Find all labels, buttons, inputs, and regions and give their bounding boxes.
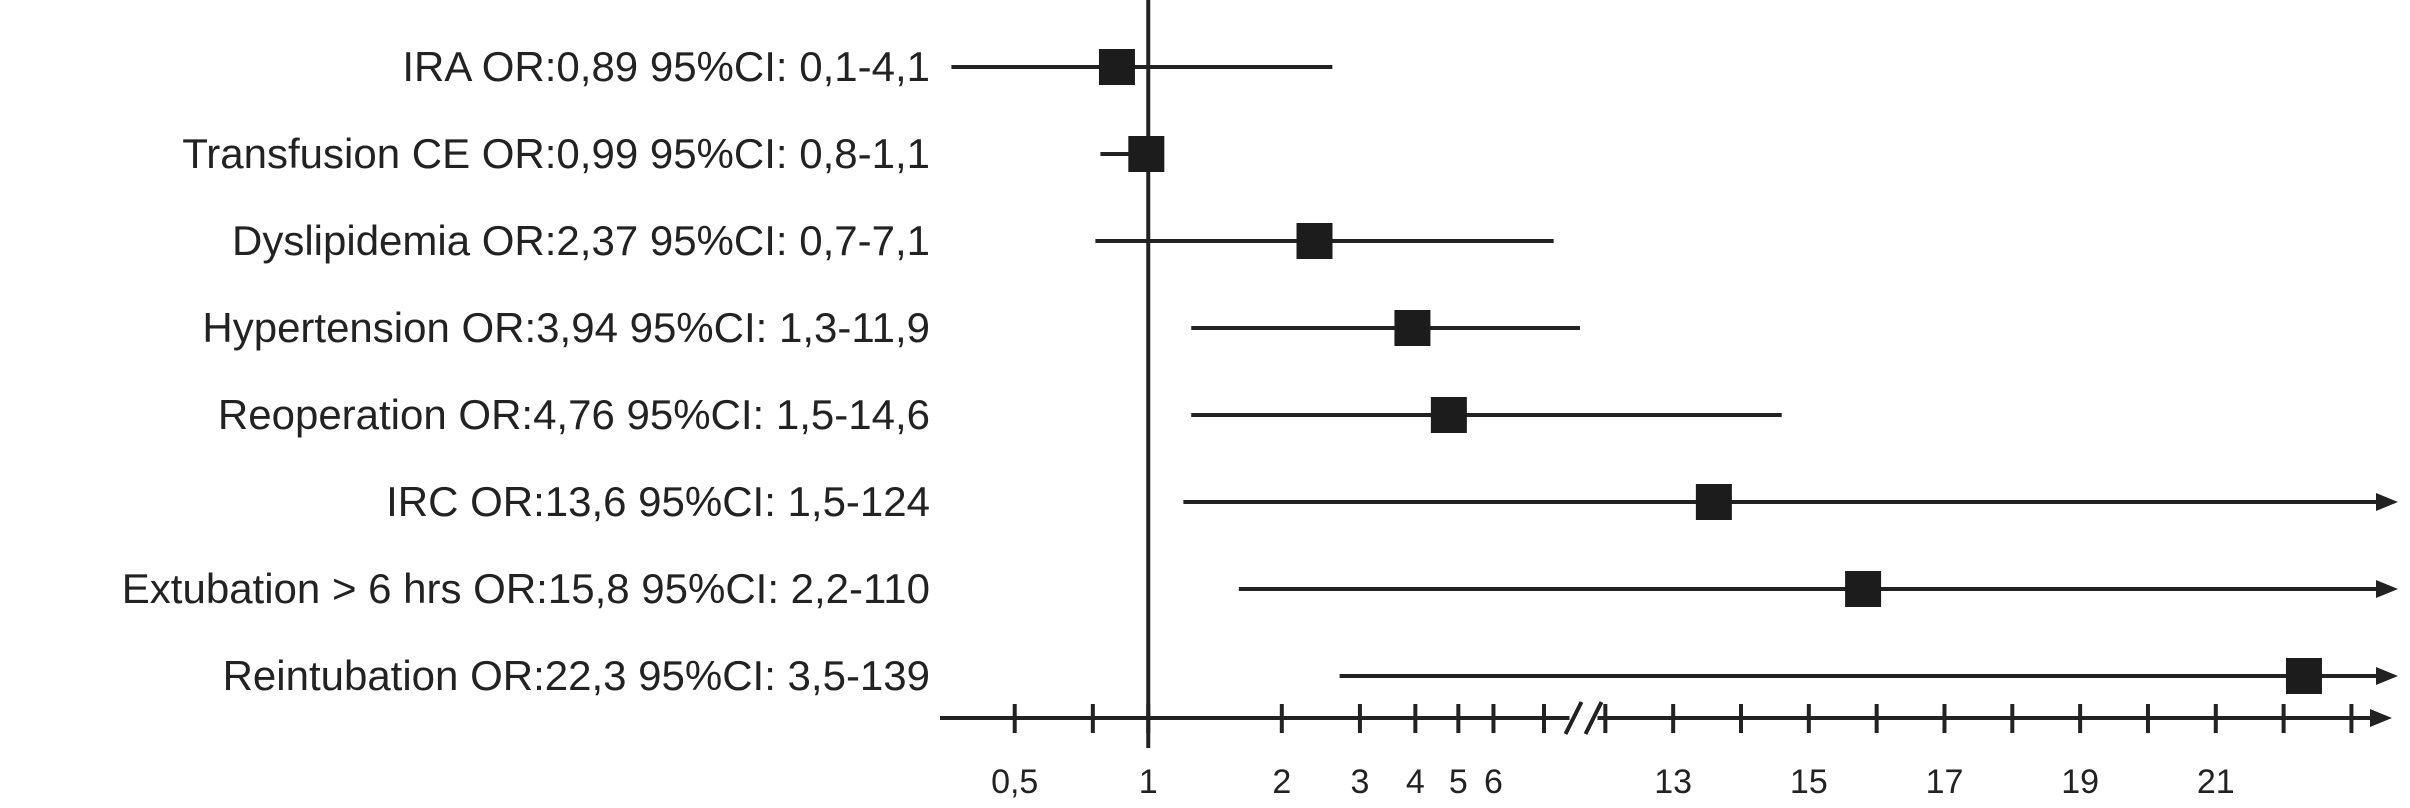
row-label: IRC OR:13,6 95%CI: 1,5-124	[386, 478, 930, 525]
forest-row: Dyslipidemia OR:2,37 95%CI: 0,7-7,1	[232, 217, 1554, 264]
row-label: Reoperation OR:4,76 95%CI: 1,5-14,6	[218, 391, 930, 438]
x-tick-label: 5	[1449, 763, 1468, 801]
x-tick-label: 19	[2061, 763, 2099, 801]
odds-ratio-marker	[1695, 484, 1732, 520]
x-tick-label: 6	[1484, 763, 1503, 801]
odds-ratio-marker	[1845, 571, 1882, 607]
ci-arrowhead	[2376, 667, 2398, 685]
row-label: Hypertension OR:3,94 95%CI: 1,3-11,9	[202, 304, 930, 351]
x-tick-label: 4	[1406, 763, 1425, 801]
forest-row: Transfusion CE OR:0,99 95%CI: 0,8-1,1	[182, 130, 1165, 177]
forest-row: Reintubation OR:22,3 95%CI: 3,5-139	[223, 652, 2398, 699]
row-label: Transfusion CE OR:0,99 95%CI: 0,8-1,1	[182, 130, 930, 177]
x-tick-label: 0,5	[991, 763, 1038, 801]
forest-row: Reoperation OR:4,76 95%CI: 1,5-14,6	[218, 391, 1782, 438]
ci-arrowhead	[2376, 493, 2398, 511]
odds-ratio-marker	[1098, 49, 1135, 85]
x-tick-label: 17	[1926, 763, 1964, 801]
x-tick-label: 13	[1654, 763, 1692, 801]
forest-row: Hypertension OR:3,94 95%CI: 1,3-11,9	[202, 304, 1580, 351]
forest-row: IRC OR:13,6 95%CI: 1,5-124	[386, 478, 2398, 525]
odds-ratio-marker	[1296, 223, 1333, 259]
row-label: IRA OR:0,89 95%CI: 0,1-4,1	[402, 43, 930, 90]
x-tick-label: 1	[1139, 763, 1158, 801]
forest-row: IRA OR:0,89 95%CI: 0,1-4,1	[402, 43, 1333, 90]
odds-ratio-marker	[1128, 136, 1165, 172]
x-tick-label: 15	[1790, 763, 1828, 801]
axis-break-mark	[1563, 701, 1584, 735]
axis-break-mark	[1583, 701, 1604, 735]
x-tick-label: 2	[1272, 763, 1291, 801]
forest-row: Extubation > 6 hrs OR:15,8 95%CI: 2,2-11…	[122, 565, 2398, 612]
x-tick-label: 3	[1350, 763, 1369, 801]
x-tick-label: 21	[2197, 763, 2235, 801]
row-label: Extubation > 6 hrs OR:15,8 95%CI: 2,2-11…	[122, 565, 930, 612]
odds-ratio-marker	[1430, 397, 1467, 433]
forest-rows: IRA OR:0,89 95%CI: 0,1-4,1 Transfusion CE…	[122, 43, 2398, 699]
odds-ratio-marker	[2285, 658, 2322, 694]
ci-arrowhead	[2376, 580, 2398, 598]
x-axis: 0,5 1 2 3 4 5 6 13 15 17 19 21	[940, 0, 2392, 801]
row-label: Reintubation OR:22,3 95%CI: 3,5-139	[223, 652, 930, 699]
odds-ratio-marker	[1394, 310, 1431, 346]
row-label: Dyslipidemia OR:2,37 95%CI: 0,7-7,1	[232, 217, 930, 264]
x-axis-arrowhead	[2370, 709, 2392, 727]
